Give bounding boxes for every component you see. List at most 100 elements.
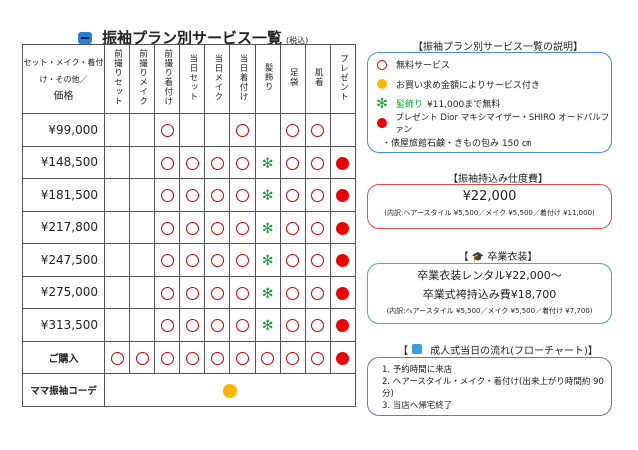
graduation-line1: 卒業衣装レンタル¥22,000〜	[417, 269, 562, 282]
corner-line3: 価格	[53, 90, 74, 102]
red-circle-icon	[185, 156, 199, 170]
table-cell: ✻	[254, 243, 281, 277]
graduation-box: 卒業衣装レンタル¥22,000〜 卒業式袴持込み費¥18,700 (内訳:ヘアー…	[367, 263, 612, 324]
red-circle-icon	[377, 59, 387, 70]
red-circle-icon	[185, 221, 199, 235]
table-cell	[229, 308, 256, 342]
table-cell	[154, 275, 181, 309]
flow-step: 1. 予約時間に来店	[382, 365, 453, 375]
table-cell	[179, 145, 206, 179]
table-cell	[103, 145, 131, 179]
red-dot-icon	[336, 156, 350, 170]
table-cell	[154, 178, 181, 212]
table-row: ¥247,500 ✻	[22, 243, 357, 277]
row-label: ご購入	[22, 340, 105, 374]
table-cell	[279, 340, 306, 374]
column-header-text: 当日メイク	[212, 53, 223, 102]
table-cell	[229, 210, 256, 244]
row-label: ¥247,500	[22, 243, 105, 277]
column-header: プレゼント	[329, 44, 357, 114]
red-circle-icon	[160, 156, 174, 170]
table-row-mama: ママ振袖コーデ	[22, 373, 356, 407]
red-circle-icon	[236, 189, 250, 203]
title-main: 振袖プラン別サービス一覧	[102, 29, 283, 47]
column-header-text: 当日着付け	[238, 53, 249, 102]
table-cell	[329, 210, 357, 244]
column-header: 足袋	[279, 44, 306, 114]
green-asterisk-icon: ✻	[261, 155, 274, 172]
column-header-text: 当日セット	[187, 53, 198, 102]
flow-bracket: 【	[398, 346, 409, 357]
table-cell	[254, 340, 281, 374]
legend-continuation: ・俵屋旅館石鹸・きもの包み 150 ㎝	[382, 139, 531, 150]
mochikomi-price: ¥22,000	[462, 189, 517, 204]
red-circle-icon	[160, 124, 174, 138]
column-header-text: プレゼント	[338, 53, 349, 102]
table-cell	[179, 275, 206, 309]
red-circle-icon	[286, 319, 300, 333]
graduation-line2: 卒業式袴持込み費¥18,700	[422, 288, 557, 301]
table-row: ¥148,500 ✻	[22, 145, 357, 179]
table-cell	[304, 243, 331, 277]
row-label: ¥148,500	[22, 145, 105, 179]
red-circle-icon	[311, 351, 325, 365]
table-cell	[103, 340, 131, 374]
table-cell	[279, 178, 306, 212]
red-circle-icon	[185, 189, 199, 203]
table-cell	[204, 340, 231, 374]
table-cell	[304, 178, 331, 212]
table-cell	[204, 308, 231, 342]
legend-item-purchase: お買い求め金額によりサービス付き	[368, 75, 611, 95]
table-cell	[103, 210, 131, 244]
table-cell	[279, 210, 306, 244]
mochikomi-detail: (内訳:ヘアースタイル ¥5,500／メイク ¥5,500／着付け ¥11,00…	[384, 209, 595, 217]
table-row: ¥275,000 ✻	[22, 275, 357, 309]
table-cell	[279, 243, 306, 277]
table-cell	[304, 308, 331, 342]
table-cell: ✻	[254, 275, 281, 309]
gold-dot-icon	[223, 383, 237, 398]
row-label: ¥313,500	[22, 308, 105, 342]
legend-title: 【振袖プラン別サービス一覧の説明】	[413, 42, 583, 53]
table-cell	[329, 308, 357, 342]
red-circle-icon	[311, 124, 325, 138]
red-circle-icon	[210, 351, 224, 365]
table-cell	[279, 275, 306, 309]
table-cell: ✻	[254, 210, 281, 244]
column-header-text: 前撮りメイク	[137, 49, 148, 106]
table-cell	[129, 308, 156, 342]
red-circle-icon	[185, 319, 199, 333]
table-cell	[129, 340, 156, 374]
legend-item-free: 無料サービス	[368, 55, 611, 75]
column-header-text: 足袋	[288, 68, 299, 87]
red-circle-icon	[160, 319, 174, 333]
red-circle-icon	[236, 124, 250, 138]
red-circle-icon	[185, 286, 199, 300]
green-asterisk-icon: ✻	[261, 285, 274, 302]
green-asterisk-icon: ✻	[261, 318, 274, 335]
column-header-text: 前撮りセット	[112, 49, 123, 106]
table-row: ¥217,800 ✻	[22, 210, 357, 244]
table-cell	[129, 275, 156, 309]
table-cell	[204, 275, 231, 309]
red-circle-icon	[286, 221, 300, 235]
table-cell	[103, 243, 131, 277]
red-circle-icon	[311, 319, 325, 333]
row-label: ¥275,000	[22, 275, 105, 309]
green-asterisk-icon: ✻	[261, 188, 274, 205]
red-circle-icon	[210, 286, 224, 300]
red-circle-icon	[160, 286, 174, 300]
gold-dot-icon	[377, 79, 387, 90]
table-cell	[129, 243, 156, 277]
corner-line1: セット・メイク・着付	[23, 57, 104, 67]
page-title: 振袖プラン別サービス一覧 (税込)	[78, 27, 308, 48]
column-header: 前撮りメイク	[129, 44, 156, 114]
table-cell	[279, 145, 306, 179]
flow-title-text: 成人式当日の流れ(フローチャート)】	[430, 346, 598, 357]
green-asterisk-icon: ✻	[376, 95, 388, 112]
table-cell	[304, 145, 331, 179]
table-cell	[204, 210, 231, 244]
column-header: 前撮りセット	[103, 44, 131, 114]
red-circle-icon	[210, 254, 224, 268]
table-cell	[129, 145, 156, 179]
